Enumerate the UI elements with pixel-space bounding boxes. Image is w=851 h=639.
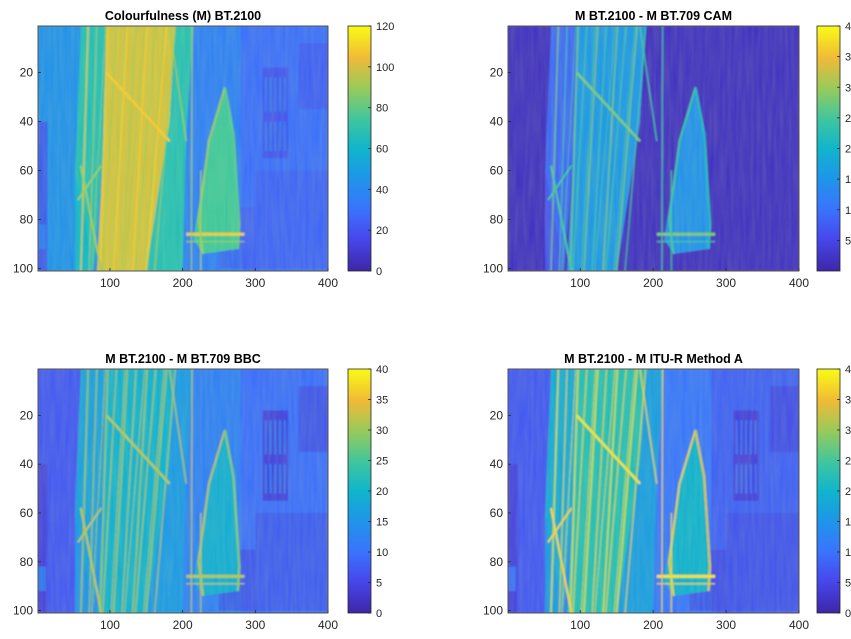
colorbar-tick-label: 3 — [845, 52, 851, 64]
y-tick-label: 60 — [20, 506, 34, 520]
heatmap-image — [38, 369, 328, 613]
y-tick-label: 100 — [483, 262, 503, 276]
x-tick-label: 100 — [100, 618, 120, 632]
chart-title: Colourfulness (M) BT.2100 — [105, 9, 261, 23]
x-tick-label: 100 — [570, 276, 590, 290]
colorbar-gradient — [347, 368, 372, 614]
heatmap-image — [508, 369, 799, 613]
colorbar-tick-label: 120 — [376, 21, 394, 33]
colorbar-tick-label: 1 — [845, 174, 851, 186]
y-tick-label: 60 — [490, 164, 504, 178]
y-tick-label: 60 — [20, 164, 34, 178]
colorbar-tick-label: 25 — [376, 456, 388, 468]
colorbar-tick-label: 80 — [376, 103, 388, 115]
colorbar-tick-label: 3 — [845, 82, 851, 94]
colorbar-tick-label: 4 — [845, 364, 851, 376]
y-tick-label: 80 — [490, 213, 504, 227]
colorbar-gradient — [347, 25, 372, 272]
y-tick-label: 100 — [13, 262, 33, 276]
y-tick-label: 60 — [490, 506, 504, 520]
x-tick-label: 400 — [789, 618, 809, 632]
colorbar: 0 5 10 15 20 25 30 35 40 — [347, 364, 388, 620]
colorbar-tick-label: 60 — [376, 144, 388, 156]
chart-title: M BT.2100 - M BT.709 CAM — [575, 9, 732, 23]
y-tick-label: 20 — [20, 66, 34, 80]
colorbar-tick-label: 40 — [376, 364, 388, 376]
colorbar-tick-label: 1 — [845, 205, 851, 217]
y-tick-label: 40 — [20, 115, 34, 129]
colorbar-tick-label: 3 — [845, 395, 851, 407]
x-tick-label: 100 — [100, 276, 120, 290]
x-tick-label: 300 — [245, 276, 265, 290]
y-tick-label: 80 — [20, 555, 34, 569]
chart-title: M BT.2100 - M ITU-R Method A — [564, 352, 743, 366]
colorbar-tick-label: 20 — [376, 225, 388, 237]
colorbar-tick-label: 30 — [376, 425, 388, 437]
y-tick-label: 40 — [20, 457, 34, 471]
panel-2: M BT.2100 - M BT.709 CAM 100 200 300 400 20 40… — [483, 9, 851, 290]
colorbar-tick-label: 20 — [376, 486, 388, 498]
colorbar-tick-label: 2 — [845, 113, 851, 125]
colorbar-tick-label: 40 — [376, 184, 388, 196]
colorbar-tick-label: 5 — [845, 235, 851, 247]
chart-title: M BT.2100 - M BT.709 BBC — [105, 352, 261, 366]
colorbar-gradient — [816, 368, 841, 614]
colorbar: 0 5 1 1 2 2 3 3 4 — [816, 364, 851, 620]
heatmap-image — [508, 26, 799, 271]
y-tick-label: 40 — [490, 115, 504, 129]
y-tick-label: 40 — [490, 457, 504, 471]
colorbar-tick-label: 1 — [845, 517, 851, 529]
x-tick-label: 400 — [789, 276, 809, 290]
colorbar-tick-label: 2 — [845, 144, 851, 156]
colorbar-tick-label: 15 — [376, 517, 388, 529]
colorbar-tick-label: 4 — [845, 21, 851, 33]
x-tick-label: 400 — [318, 276, 338, 290]
x-tick-label: 300 — [716, 276, 736, 290]
colorbar-tick-label: 5 — [376, 578, 382, 590]
y-tick-label: 80 — [490, 555, 504, 569]
x-tick-label: 300 — [245, 618, 265, 632]
colorbar-tick-label: 10 — [376, 547, 388, 559]
colorbar-tick-label: 2 — [845, 456, 851, 468]
y-tick-label: 20 — [490, 408, 504, 422]
y-tick-label: 80 — [20, 213, 34, 227]
y-tick-label: 20 — [20, 408, 34, 422]
x-tick-label: 200 — [173, 276, 193, 290]
colorbar-tick-label: 2 — [845, 486, 851, 498]
heatmap-image — [38, 26, 328, 271]
colorbar-tick-label: 3 — [845, 425, 851, 437]
x-tick-label: 200 — [643, 276, 663, 290]
colorbar-tick-label: 0 — [376, 608, 382, 620]
x-tick-label: 100 — [570, 618, 590, 632]
y-tick-label: 100 — [13, 604, 33, 618]
x-tick-label: 400 — [318, 618, 338, 632]
x-tick-label: 200 — [643, 618, 663, 632]
colorbar-tick-label: 0 — [376, 266, 382, 278]
y-tick-label: 100 — [483, 604, 503, 618]
colorbar-tick-label: 100 — [376, 62, 394, 74]
colorbar-tick-label: 5 — [845, 578, 851, 590]
colorbar-tick-label: 0 — [845, 608, 851, 620]
colorbar-tick-label: 1 — [845, 547, 851, 559]
colorbar-gradient — [816, 25, 841, 272]
colorbar: 5 1 1 2 2 3 3 4 — [816, 21, 851, 272]
x-tick-label: 300 — [716, 618, 736, 632]
colorbar: 0 20 40 60 80 100 120 — [347, 21, 394, 278]
y-tick-label: 20 — [490, 66, 504, 80]
colorbar-tick-label: 35 — [376, 395, 388, 407]
x-tick-label: 200 — [173, 618, 193, 632]
